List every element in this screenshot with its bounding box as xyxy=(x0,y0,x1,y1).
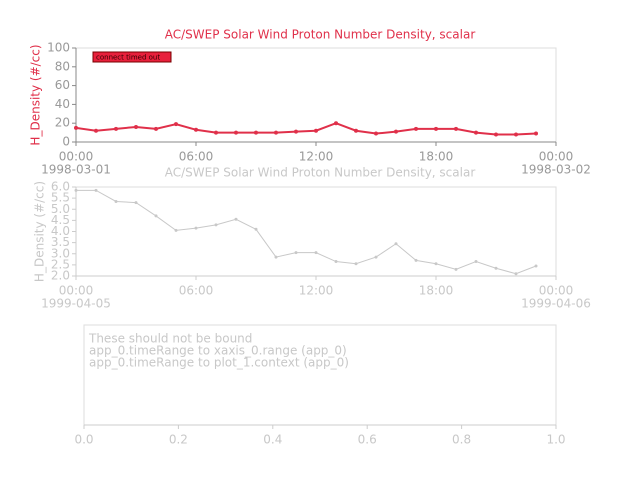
x-tick-label: 0.4 xyxy=(263,433,282,447)
x-tick-label: 1.0 xyxy=(546,433,565,447)
data-point xyxy=(514,132,518,137)
data-point xyxy=(194,127,198,132)
x-tick-label: 18:00 xyxy=(419,284,454,298)
x-date-label: 1998-03-01 xyxy=(41,163,111,177)
data-point xyxy=(134,124,138,129)
x-tick-label: 00:00 xyxy=(59,284,94,298)
data-point xyxy=(334,260,338,264)
data-line xyxy=(76,189,537,275)
data-point xyxy=(194,226,198,230)
x-tick-label: 06:00 xyxy=(179,284,214,298)
data-point xyxy=(434,262,438,266)
x-tick-label: 12:00 xyxy=(299,150,334,164)
data-point xyxy=(374,131,378,136)
data-point xyxy=(154,214,158,218)
x-tick-label: 0.0 xyxy=(74,433,93,447)
data-point xyxy=(114,199,118,203)
data-point xyxy=(394,129,398,134)
data-point xyxy=(174,122,178,127)
y-tick-label: 100 xyxy=(47,41,70,55)
data-point xyxy=(414,258,418,262)
data-point xyxy=(294,129,298,134)
data-point xyxy=(294,251,298,255)
chart-title: AC/SWEP Solar Wind Proton Number Density… xyxy=(165,28,476,42)
data-point xyxy=(234,130,238,135)
y-tick-label: 3.5 xyxy=(51,235,70,249)
data-point xyxy=(214,130,218,135)
plot-frame xyxy=(75,186,557,277)
data-point xyxy=(94,128,98,133)
data-point xyxy=(434,126,438,131)
x-date-label: 1998-03-02 xyxy=(521,163,591,177)
data-point xyxy=(314,251,318,255)
data-point xyxy=(334,121,338,126)
data-point xyxy=(234,217,238,221)
y-tick-label: 20 xyxy=(55,116,70,130)
y-axis-label: H_Density (#/cc) xyxy=(33,181,47,282)
data-point xyxy=(454,126,458,131)
x-tick-label: 0.2 xyxy=(169,433,188,447)
y-tick-label: 40 xyxy=(55,97,70,111)
annotation-text: app_0.timeRange to xaxis_0.range (app_0) xyxy=(89,344,347,358)
y-tick-label: 60 xyxy=(55,78,70,92)
data-point xyxy=(114,126,118,131)
data-point xyxy=(374,255,378,259)
x-tick-label: 12:00 xyxy=(299,284,334,298)
status-badge xyxy=(92,51,172,63)
chart-title: AC/SWEP Solar Wind Proton Number Density… xyxy=(165,166,476,180)
y-tick-label: 3.0 xyxy=(51,246,70,260)
y-tick-label: 6.0 xyxy=(51,180,70,194)
y-tick-label: 5.5 xyxy=(51,191,70,205)
y-tick-label: 4.0 xyxy=(51,224,70,238)
data-point xyxy=(154,126,158,131)
data-point xyxy=(274,255,278,259)
x-tick-label: 0.6 xyxy=(358,433,377,447)
data-point xyxy=(474,130,478,135)
data-point xyxy=(534,131,538,136)
data-point xyxy=(454,267,458,271)
y-axis-label: H_Density (#/cc) xyxy=(29,44,43,145)
x-tick-label: 00:00 xyxy=(59,150,94,164)
y-tick-label: 5.0 xyxy=(51,202,70,216)
x-tick-label: 00:00 xyxy=(539,284,574,298)
data-point xyxy=(394,242,398,246)
x-tick-label: 00:00 xyxy=(539,150,574,164)
data-point xyxy=(494,266,498,270)
annotation-text: These should not be bound xyxy=(88,332,252,346)
data-point xyxy=(94,188,98,192)
status-text: connect timed out xyxy=(96,54,160,62)
data-point xyxy=(74,188,78,192)
data-point xyxy=(74,125,78,130)
data-point xyxy=(354,262,358,266)
annotation-text: app_0.timeRange to plot_1.context (app_0… xyxy=(89,356,349,370)
y-tick-label: 2.0 xyxy=(51,269,70,283)
data-point xyxy=(254,227,258,231)
data-point xyxy=(494,132,498,137)
x-date-label: 1999-04-06 xyxy=(521,297,591,311)
data-point xyxy=(174,228,178,232)
y-tick-label: 4.5 xyxy=(51,213,70,227)
data-point xyxy=(354,128,358,133)
y-tick-label: 2.5 xyxy=(51,257,70,271)
data-point xyxy=(474,260,478,264)
data-point xyxy=(414,126,418,131)
x-tick-label: 18:00 xyxy=(419,150,454,164)
y-tick-label: 0 xyxy=(62,135,70,149)
data-point xyxy=(274,130,278,135)
data-point xyxy=(134,201,138,205)
x-date-label: 1999-04-05 xyxy=(41,297,111,311)
y-tick-label: 80 xyxy=(55,59,70,73)
x-tick-label: 06:00 xyxy=(179,150,214,164)
data-line xyxy=(75,122,537,136)
data-point xyxy=(214,223,218,227)
data-point xyxy=(514,272,518,276)
data-point xyxy=(254,130,258,135)
data-point xyxy=(314,128,318,133)
x-tick-label: 0.8 xyxy=(452,433,471,447)
data-point xyxy=(534,264,538,268)
